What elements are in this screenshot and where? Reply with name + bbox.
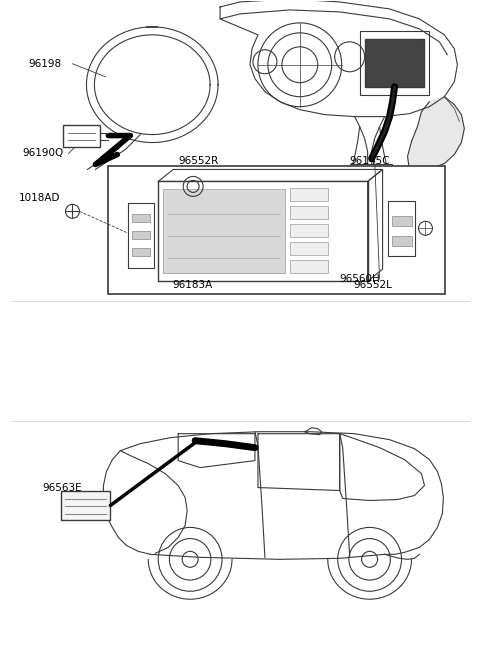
Text: 1018AD: 1018AD [19, 194, 60, 203]
Bar [108, 167, 445, 294]
Bar [387, 201, 416, 256]
Bar [289, 188, 327, 201]
Bar [365, 39, 424, 87]
Bar [360, 31, 430, 94]
Text: 96560H: 96560H [340, 274, 381, 284]
Bar [289, 242, 327, 255]
Bar [62, 125, 100, 146]
Text: 96145C: 96145C [350, 157, 390, 167]
Text: 96552R: 96552R [178, 157, 218, 167]
Bar [132, 248, 150, 256]
Bar [289, 260, 327, 273]
Bar [128, 203, 154, 268]
Bar [289, 207, 327, 219]
Text: 96190Q: 96190Q [23, 148, 64, 159]
Bar [392, 236, 411, 246]
Bar [392, 216, 411, 226]
Bar [60, 491, 110, 520]
Polygon shape [408, 96, 464, 171]
Bar [132, 215, 150, 222]
Bar [350, 165, 392, 196]
Text: 96183A: 96183A [172, 280, 213, 290]
Text: 96198: 96198 [29, 59, 62, 69]
Bar [163, 190, 285, 273]
Text: 96552L: 96552L [354, 280, 393, 290]
Bar [289, 224, 327, 237]
Bar [132, 232, 150, 239]
Text: 96563E: 96563E [43, 483, 82, 493]
